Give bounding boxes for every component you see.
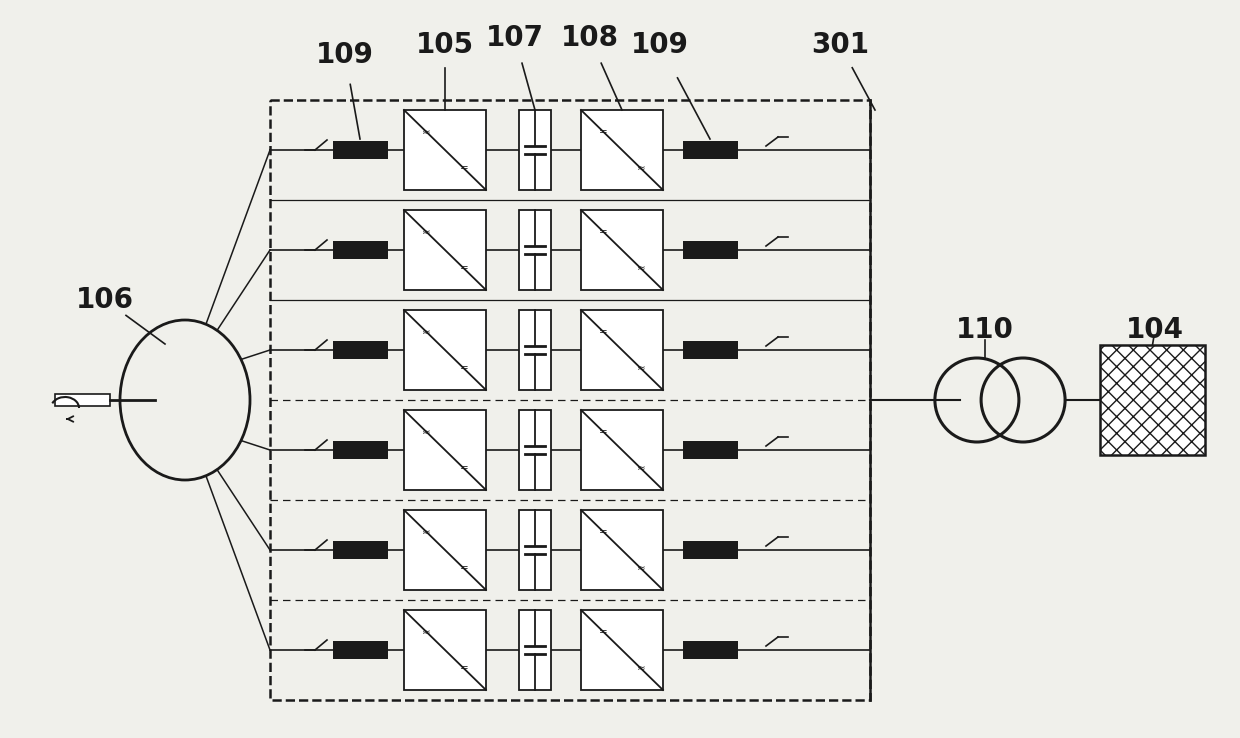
Bar [404,410,486,490]
Text: =: = [460,562,469,573]
Text: =: = [460,362,469,373]
Text: 106: 106 [76,286,134,314]
Text: =: = [599,328,608,337]
Text: 104: 104 [1126,316,1184,344]
Bar [270,100,870,700]
Text: ≈: ≈ [636,162,645,173]
Text: =: = [599,427,608,438]
Bar [404,210,486,290]
Bar [582,110,663,190]
Bar [682,341,738,359]
Bar [1100,345,1205,455]
Text: ≈: ≈ [636,663,645,672]
Bar [1100,345,1205,455]
Bar [582,210,663,290]
Text: ≈: ≈ [636,263,645,272]
Text: ≈: ≈ [422,128,430,137]
Text: =: = [599,227,608,238]
Text: ≈: ≈ [422,528,430,537]
Bar [682,441,738,459]
Text: =: = [460,663,469,672]
Bar [332,341,387,359]
Text: 109: 109 [316,41,374,69]
Text: 109: 109 [631,31,689,59]
Text: =: = [460,263,469,272]
Bar [682,241,738,259]
Bar [520,410,551,490]
Bar [404,110,486,190]
Text: 108: 108 [560,24,619,52]
Text: ≈: ≈ [422,627,430,638]
Bar [582,410,663,490]
Bar [55,394,110,406]
Text: 105: 105 [415,31,474,59]
Text: ≈: ≈ [636,562,645,573]
Bar [582,310,663,390]
Bar [682,641,738,659]
Text: ≈: ≈ [422,328,430,337]
Bar [332,441,387,459]
Text: ≈: ≈ [636,362,645,373]
Bar [682,141,738,159]
Bar [520,510,551,590]
Bar [404,510,486,590]
Bar [520,110,551,190]
Bar [332,141,387,159]
Bar [520,310,551,390]
Text: 107: 107 [486,24,544,52]
Text: =: = [460,162,469,173]
Text: ≈: ≈ [422,227,430,238]
Text: =: = [599,128,608,137]
Bar [582,610,663,690]
Bar [332,641,387,659]
Text: ≈: ≈ [422,427,430,438]
Bar [582,510,663,590]
Bar [682,541,738,559]
Text: =: = [460,463,469,472]
Text: 301: 301 [811,31,869,59]
Bar [332,241,387,259]
Text: 110: 110 [956,316,1014,344]
Bar [404,610,486,690]
Text: =: = [599,627,608,638]
Bar [520,610,551,690]
Bar [332,541,387,559]
Text: =: = [599,528,608,537]
Bar [404,310,486,390]
Text: ≈: ≈ [636,463,645,472]
Bar [520,210,551,290]
